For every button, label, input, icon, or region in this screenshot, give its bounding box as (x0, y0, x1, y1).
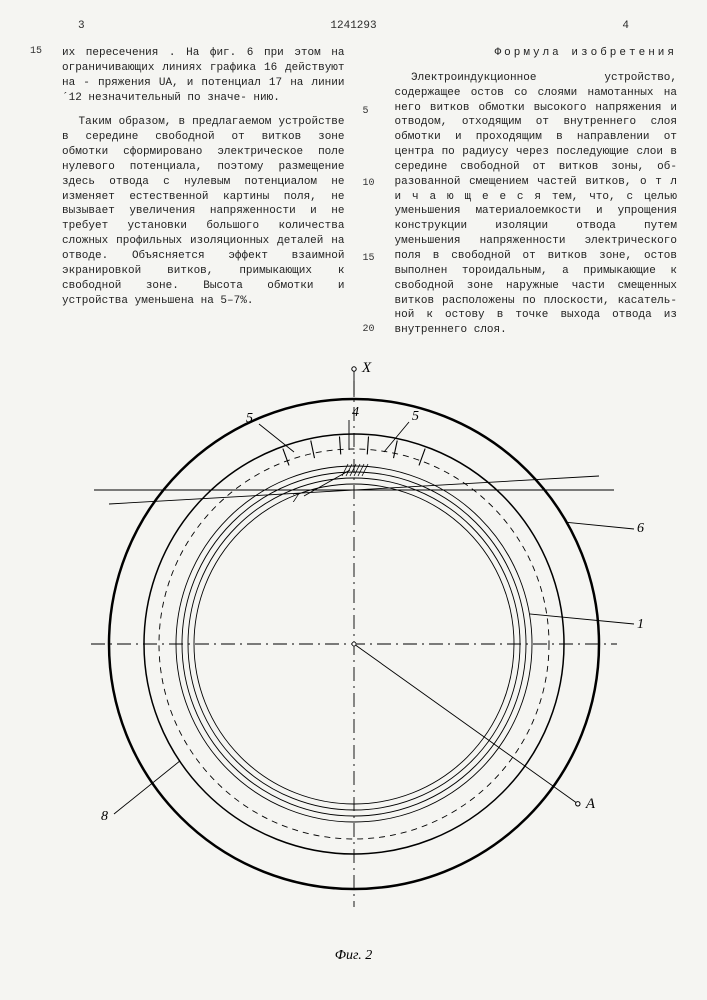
svg-text:6: 6 (637, 521, 644, 536)
formula-heading: Формула изобретения (395, 46, 678, 61)
left-col-paragraph-1: их пересечения . На фиг. 6 при этом на о… (62, 46, 345, 105)
figure-caption: Фиг. 2 (30, 948, 677, 964)
line-number-gutter-left: 15 (30, 46, 44, 348)
right-col-paragraph-1: Электроиндукционное устройство, содержащ… (395, 71, 678, 338)
svg-text:7: 7 (292, 491, 300, 506)
svg-text:8: 8 (101, 809, 108, 824)
svg-text:4: 4 (352, 405, 359, 420)
text-columns: 15 их пересечения . На фиг. 6 при этом н… (30, 46, 677, 348)
line-number: 5 (363, 106, 369, 117)
svg-text:5: 5 (246, 411, 253, 426)
svg-text:5: 5 (412, 409, 419, 424)
page-col-right-number: 4 (622, 20, 629, 32)
patent-number: 1241293 (330, 20, 376, 32)
page: 3 1241293 4 15 их пересечения . На фиг. … (0, 0, 707, 1000)
line-number: 15 (363, 253, 375, 264)
figure-container: X 6 1 5 5 4 7 8 A (30, 354, 677, 944)
line-number: 10 (363, 178, 375, 189)
line-number: 15 (30, 46, 42, 57)
right-column: Формула изобретения Электроиндукционное … (395, 46, 678, 348)
header-row: 3 1241293 4 (30, 20, 677, 40)
line-number: 20 (363, 324, 375, 335)
line-number-gutter-center: 5 10 15 20 (363, 46, 377, 348)
page-col-left-number: 3 (78, 20, 85, 32)
svg-text:1: 1 (637, 617, 644, 632)
left-column: их пересечения . На фиг. 6 при этом на о… (62, 46, 345, 348)
svg-text:X: X (361, 360, 372, 376)
figure-svg: X 6 1 5 5 4 7 8 A (54, 354, 654, 944)
left-col-paragraph-2: Таким образом, в предлагаемом устройстве… (62, 115, 345, 308)
svg-text:A: A (584, 796, 595, 812)
